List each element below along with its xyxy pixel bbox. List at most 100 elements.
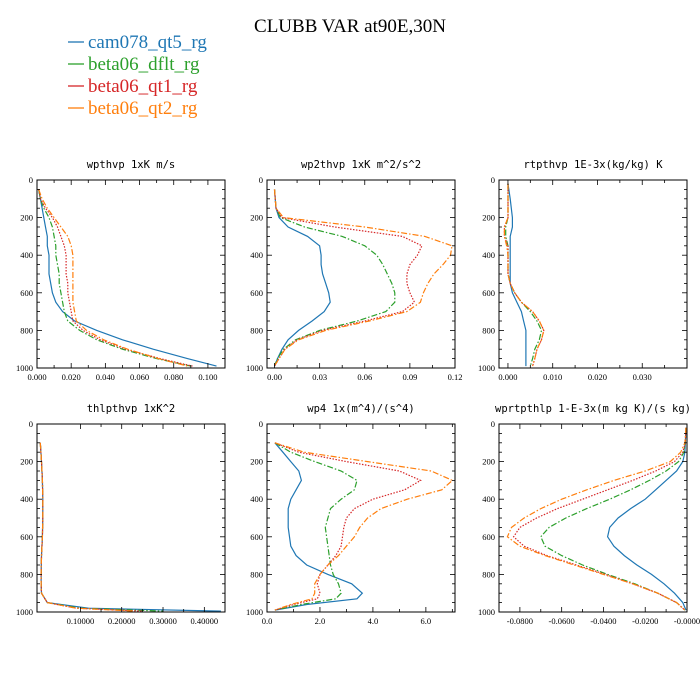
panel-title: wprtpthlp 1-E-3x(m kg K)/(s kg) xyxy=(495,403,691,415)
x-tick-label: -0.0200 xyxy=(632,616,658,626)
y-tick-label: 400 xyxy=(482,250,495,260)
series-line-beta06_qt2_rg xyxy=(503,183,545,367)
x-tick-label: 0.040 xyxy=(96,372,115,382)
plot-frame xyxy=(498,423,688,613)
panel-5: wp4 1x(m^4)/(s^4) 0 200 400 600 800 10000.0 2.0… xyxy=(246,403,456,626)
y-tick-label: 1000 xyxy=(16,607,33,617)
x-tick-label: 0.020 xyxy=(588,372,607,382)
x-tick-label: 0.03 xyxy=(312,372,327,382)
series-line-cam078_qt5_rg xyxy=(606,427,687,611)
y-tick-label: 800 xyxy=(482,569,495,579)
y-tick-label: 600 xyxy=(250,288,263,298)
series-line-beta06_qt2_rg xyxy=(38,189,188,367)
series-line-beta06_qt1_rg xyxy=(39,442,143,612)
series-line-beta06_qt2_rg xyxy=(273,189,453,367)
y-tick-label: 800 xyxy=(250,325,263,335)
x-tick-label: 0.20000 xyxy=(108,616,136,626)
series-line-beta06_qt1_rg xyxy=(273,189,423,367)
x-tick-label: 0.100 xyxy=(198,372,217,382)
x-tick-label: 0.000 xyxy=(27,372,46,382)
series-line-beta06_qt2_rg xyxy=(506,427,687,611)
panel-title: thlpthvp 1xK^2 xyxy=(87,403,176,415)
y-tick-label: 400 xyxy=(20,494,33,504)
x-tick-label: -0.0800 xyxy=(507,616,533,626)
series-line-beta06_qt2_rg xyxy=(39,442,135,612)
panel-2: wp2thvp 1xK m^2/s^2 0 200 400 600 800 1000 0.00… xyxy=(246,159,462,382)
y-tick-label: 600 xyxy=(20,532,33,542)
series-line-beta06_dflt_rg xyxy=(273,189,396,367)
x-tick-label: 0.080 xyxy=(164,372,183,382)
x-tick-label: 0.00 xyxy=(267,372,282,382)
x-tick-label: 0.06 xyxy=(357,372,372,382)
y-tick-label: 1000 xyxy=(478,363,495,373)
y-tick-label: 200 xyxy=(250,213,263,223)
plot-frame xyxy=(498,179,688,369)
y-tick-label: 200 xyxy=(20,457,33,467)
series-line-beta06_qt2_rg xyxy=(274,442,454,611)
y-tick-label: 0 xyxy=(491,175,495,185)
y-tick-label: 400 xyxy=(20,250,33,260)
plot-frame xyxy=(36,179,226,369)
series-line-beta06_dflt_rg xyxy=(274,442,358,611)
x-tick-label: 0.12 xyxy=(448,372,463,382)
panel-4: thlpthvp 1xK^2 0 200 400 600 800 1000 0.10000 0.… xyxy=(16,403,226,626)
y-tick-label: 1000 xyxy=(16,363,33,373)
x-tick-label: 4.0 xyxy=(368,616,379,626)
y-tick-label: 200 xyxy=(250,457,263,467)
y-tick-label: 400 xyxy=(482,494,495,504)
y-tick-label: 400 xyxy=(250,494,263,504)
y-tick-label: 200 xyxy=(20,213,33,223)
x-tick-label: 0.060 xyxy=(130,372,149,382)
y-tick-label: 0 xyxy=(491,419,495,429)
legend-label: beta06_qt1_rg xyxy=(88,76,198,97)
x-tick-label: 0.09 xyxy=(402,372,417,382)
plot-frame xyxy=(266,423,456,613)
y-tick-label: 800 xyxy=(250,569,263,579)
legend-label: beta06_qt2_rg xyxy=(88,98,198,119)
series-line-cam078_qt5_rg xyxy=(38,189,217,367)
figure-title: CLUBB VAR at90E,30N xyxy=(254,16,446,37)
y-tick-label: 600 xyxy=(482,288,495,298)
y-tick-label: 800 xyxy=(20,325,33,335)
series-line-cam078_qt5_rg xyxy=(507,183,527,367)
x-tick-label: 0.0 xyxy=(262,616,273,626)
legend-label: cam078_qt5_rg xyxy=(88,32,207,53)
x-tick-label: 0.020 xyxy=(62,372,81,382)
x-tick-label: 0.40000 xyxy=(191,616,219,626)
y-tick-label: 200 xyxy=(482,213,495,223)
series-line-beta06_dflt_rg xyxy=(540,427,687,611)
x-tick-label: -0.0400 xyxy=(590,616,616,626)
series-line-beta06_qt1_rg xyxy=(512,427,687,611)
x-tick-label: -0.0000 xyxy=(674,616,700,626)
panel-6: wprtpthlp 1-E-3x(m kg K)/(s kg)0 200 400 60… xyxy=(478,403,700,626)
plot-frame xyxy=(36,423,226,613)
y-tick-label: 0 xyxy=(259,419,263,429)
legend-label: beta06_dflt_rg xyxy=(88,54,200,75)
series-line-beta06_qt1_rg xyxy=(38,189,193,367)
y-tick-label: 800 xyxy=(482,325,495,335)
x-tick-label: -0.0600 xyxy=(549,616,575,626)
y-tick-label: 400 xyxy=(250,250,263,260)
legend: cam078_qt5_rgbeta06_dflt_rgbeta06_qt1_rg… xyxy=(68,32,207,119)
y-tick-label: 600 xyxy=(20,288,33,298)
y-tick-label: 0 xyxy=(29,419,33,429)
y-tick-label: 1000 xyxy=(246,607,263,617)
panel-3: rtpthvp 1E-3x(kg/kg) K 0 200 400 600 800 1000 0… xyxy=(478,159,688,382)
x-tick-label: 6.0 xyxy=(421,616,432,626)
series-line-beta06_dflt_rg xyxy=(38,189,191,367)
x-tick-label: 0.30000 xyxy=(149,616,177,626)
panel-title: wp2thvp 1xK m^2/s^2 xyxy=(301,159,421,171)
series-line-cam078_qt5_rg xyxy=(39,442,221,612)
series-line-beta06_dflt_rg xyxy=(39,442,164,612)
x-tick-label: 2.0 xyxy=(315,616,326,626)
x-tick-label: 0.10000 xyxy=(67,616,95,626)
y-tick-label: 1000 xyxy=(246,363,263,373)
panel-title: rtpthvp 1E-3x(kg/kg) K xyxy=(523,159,663,171)
series-line-cam078_qt5_rg xyxy=(274,442,364,611)
y-tick-label: 200 xyxy=(482,457,495,467)
y-tick-label: 600 xyxy=(250,532,263,542)
y-tick-label: 0 xyxy=(259,175,263,185)
y-tick-label: 800 xyxy=(20,569,33,579)
